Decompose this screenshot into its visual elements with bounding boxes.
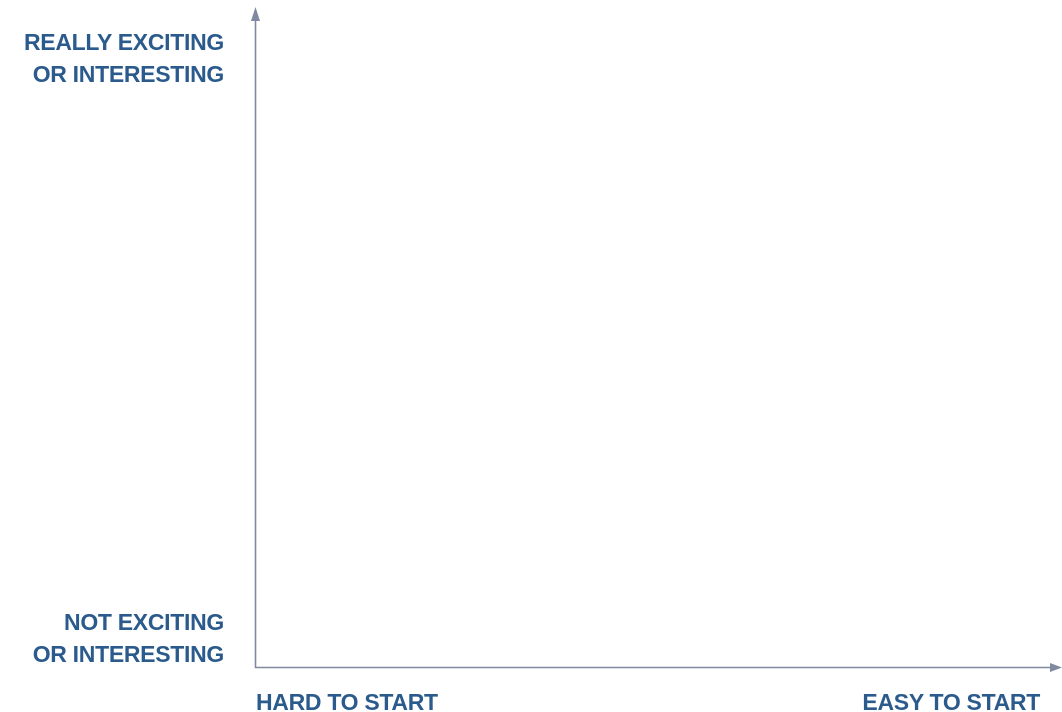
x-axis-left-label: HARD TO START bbox=[256, 689, 438, 712]
y-axis-bottom-label-line2: OR INTERESTING bbox=[32, 641, 225, 667]
x-axis-right-label: EASY TO START bbox=[862, 689, 1040, 712]
y-axis-top-label-line1: REALLY EXCITING bbox=[24, 29, 224, 55]
y-axis-bottom-label-line1: NOT EXCITING bbox=[64, 609, 224, 635]
y-axis-bottom-label: NOT EXCITING OR INTERESTING bbox=[32, 606, 225, 670]
y-axis-arrowhead-icon bbox=[251, 7, 260, 21]
x-axis-arrowhead-icon bbox=[1050, 663, 1062, 672]
y-axis-top-label: REALLY EXCITING OR INTERESTING bbox=[24, 26, 224, 90]
y-axis-top-label-line2: OR INTERESTING bbox=[32, 61, 225, 87]
